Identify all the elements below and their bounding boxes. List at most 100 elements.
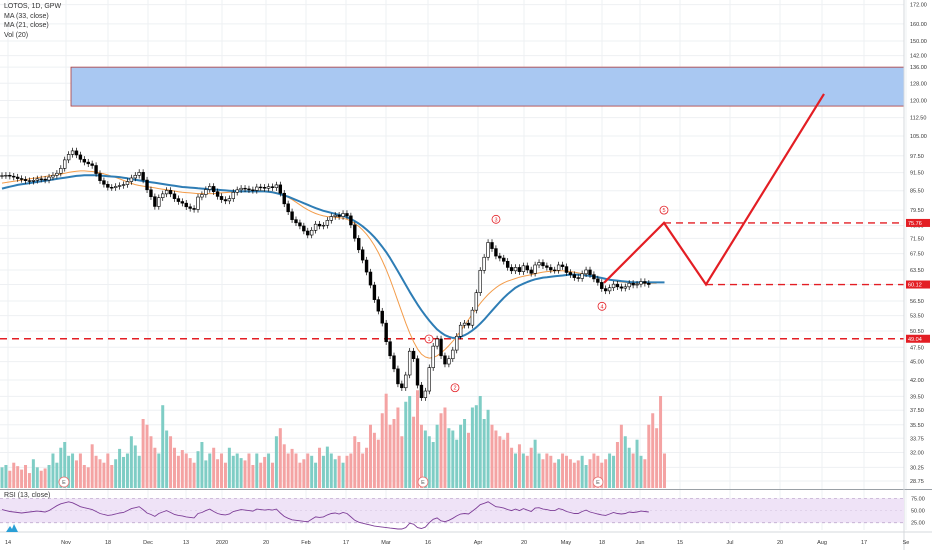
candle — [341, 210, 345, 220]
candle — [588, 266, 592, 278]
candle — [70, 147, 75, 158]
candle — [23, 176, 28, 184]
candle — [90, 160, 94, 169]
volume-bar — [212, 447, 216, 488]
tradingview-logo-icon[interactable] — [6, 524, 18, 532]
candle-body — [78, 154, 83, 160]
candle-body — [533, 264, 537, 274]
candle-body — [447, 358, 451, 365]
candle-body — [164, 190, 169, 195]
price-tag-bg — [906, 334, 930, 343]
candle-body — [564, 266, 569, 273]
volume-bar — [408, 396, 412, 488]
candle — [74, 147, 79, 159]
candle-body — [274, 184, 279, 188]
candle-body — [306, 230, 310, 236]
volume-bar — [263, 456, 267, 488]
price-axis-label: 150.00 — [910, 39, 927, 45]
price-axis-label: 97.50 — [910, 154, 924, 160]
candle — [494, 245, 498, 260]
wave-label-text: 4 — [600, 304, 603, 310]
candle-body — [149, 189, 153, 198]
candle-body — [556, 264, 561, 271]
candle — [31, 177, 36, 185]
candle — [498, 252, 502, 262]
volume-bar — [451, 430, 455, 488]
candle-body — [227, 198, 232, 202]
volume-bar — [553, 462, 557, 488]
wave-label-2: 2 — [450, 383, 460, 393]
wave-label-5: 5 — [659, 205, 669, 215]
candle-body — [443, 355, 447, 365]
volume-bar — [588, 459, 592, 488]
volume-bar — [0, 467, 4, 488]
candle — [564, 263, 569, 276]
candle-body — [458, 324, 463, 337]
candle-body — [70, 150, 75, 155]
volume-bar — [125, 453, 129, 488]
rsi-axis-label: 25.00 — [911, 521, 925, 527]
volume-bar — [643, 459, 647, 488]
candle-body — [231, 191, 235, 199]
candle-body — [419, 384, 424, 399]
price-tag-text: 75.76 — [908, 221, 922, 227]
volume-bar — [353, 436, 357, 488]
candle — [647, 280, 651, 288]
candle-body — [8, 175, 12, 177]
candle-body — [66, 154, 71, 161]
candle — [59, 165, 63, 177]
price-axis-label: 160.00 — [910, 22, 927, 28]
volume-bar — [51, 453, 55, 488]
candle-body — [98, 173, 102, 181]
volume-bar — [321, 455, 325, 488]
price-axis-label: 37.50 — [910, 408, 924, 414]
volume-bar — [361, 453, 365, 488]
candle — [439, 335, 443, 360]
price-axis-label: 30.25 — [910, 465, 924, 471]
candle — [219, 193, 224, 203]
candle-body — [298, 222, 302, 227]
candle — [15, 173, 20, 182]
candle-body — [219, 196, 224, 200]
wave-marker — [424, 334, 434, 344]
candle-body — [172, 193, 177, 199]
candle-body — [19, 178, 24, 180]
candle-body — [309, 229, 314, 236]
candle-body — [259, 186, 263, 189]
volume-bar — [372, 432, 376, 488]
candle — [423, 387, 428, 401]
volume-bar — [639, 455, 643, 488]
candle-body — [392, 355, 396, 370]
level-lines — [0, 222, 904, 340]
volume-bar — [416, 390, 420, 488]
candle-body — [603, 288, 608, 292]
candle — [231, 189, 235, 202]
candle — [4, 172, 8, 179]
candle — [172, 190, 177, 202]
candle — [274, 181, 279, 191]
price-axis-label: 42.00 — [910, 378, 924, 384]
earnings-circle — [417, 476, 429, 488]
candle-body — [239, 187, 243, 191]
candle — [266, 183, 271, 192]
legend-ma21: MA (21, close) — [4, 22, 49, 29]
candle-body — [82, 159, 87, 163]
candle — [153, 193, 157, 210]
candle-body — [141, 172, 145, 181]
volume-bar — [306, 453, 310, 488]
candle — [259, 183, 263, 191]
volume-bar — [647, 424, 651, 488]
candle — [635, 280, 639, 289]
wave-marker — [659, 205, 669, 215]
time-axis-label: 13 — [183, 540, 189, 546]
candle-body — [478, 270, 482, 294]
volume-bar — [662, 453, 666, 488]
candle-body — [0, 175, 4, 177]
candle-body — [572, 274, 577, 278]
candle-body — [278, 184, 283, 194]
candle — [360, 246, 365, 264]
candle — [592, 271, 596, 283]
candle — [129, 174, 134, 185]
volume-bar — [533, 439, 537, 488]
